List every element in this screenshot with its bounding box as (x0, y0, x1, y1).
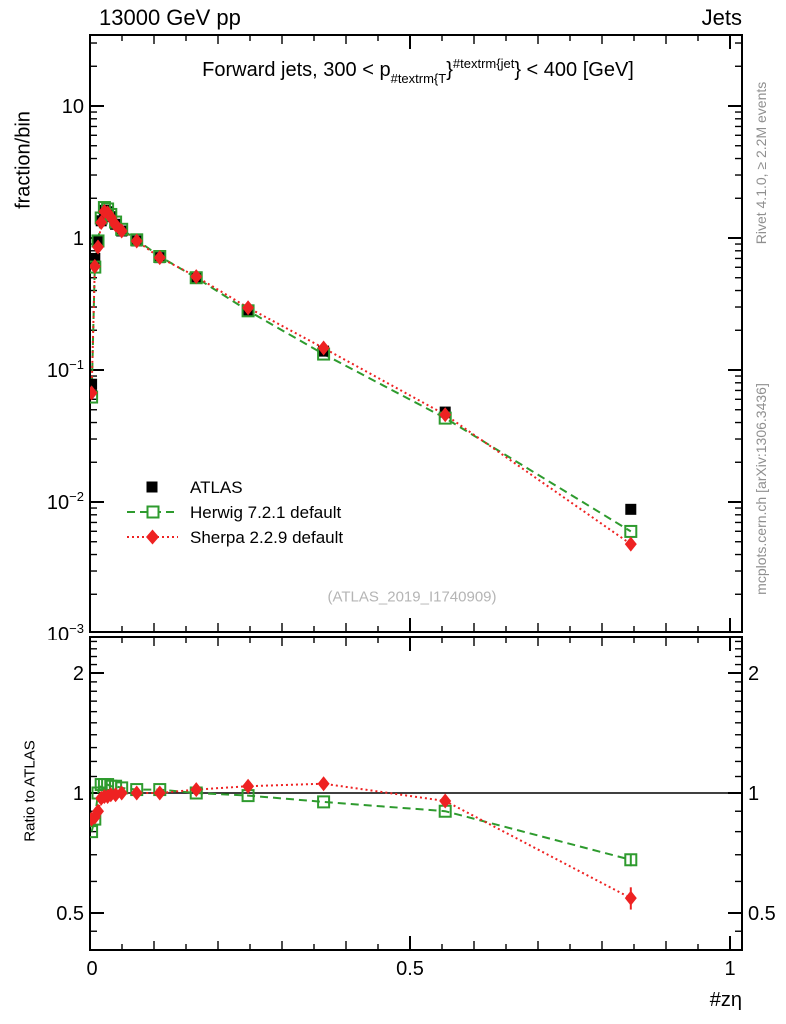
x-axis-label: #zη (710, 989, 742, 1011)
sherpa-marker (92, 239, 104, 255)
atlas-marker (625, 503, 637, 515)
plot-title: Forward jets, 300 < p#textrm{T}#textrm{j… (202, 56, 634, 86)
rivet-version-note: Rivet 4.1.0, ≥ 2.2M events (753, 81, 769, 245)
sherpa-line-main (90, 210, 632, 545)
ratio-y-axis-label: Ratio to ATLAS (21, 740, 39, 842)
sherpa-marker (90, 258, 101, 274)
title-superscript: #textrm{jet (452, 56, 515, 71)
axis-ticks (89, 35, 742, 950)
header-analysis-group: Jets (701, 5, 742, 30)
atlas-marker (90, 378, 98, 390)
sherpa-ratio-marker (242, 778, 255, 794)
legend: ATLAS Herwig 7.2.1 default Sherpa 2.2.9 … (127, 478, 343, 547)
legend-marker-atlas (146, 481, 158, 493)
sherpa-marker (242, 300, 255, 316)
sherpa-line-ratio (91, 782, 632, 899)
herwig-line-ratio (90, 783, 632, 861)
y-tick-label: 10−1 (47, 357, 84, 382)
ratio-tick-label-left: 2 (73, 663, 84, 685)
title-suffix: } < 400 [GeV] (514, 59, 634, 81)
ratio-series (90, 776, 742, 910)
sherpa-marker (95, 215, 108, 231)
sherpa-ratio-marker (624, 890, 637, 906)
sherpa-ratio-marker (153, 785, 166, 801)
sherpa-ratio-marker (439, 793, 452, 809)
sherpa-marker (190, 269, 203, 285)
sherpa-ratio-marker (92, 803, 104, 819)
header-beam-energy: 13000 GeV pp (99, 5, 241, 30)
x-tick-label: 1 (724, 958, 735, 980)
sherpa-marker (153, 250, 166, 266)
y-tick-label: 1 (73, 228, 84, 250)
herwig-ratio-marker (317, 795, 331, 809)
title-subscript: #textrm{T (390, 71, 447, 86)
atlas-marker (90, 252, 101, 264)
sherpa-marker (624, 536, 637, 552)
ratio-tick-label-left: 1 (73, 783, 84, 805)
y-tick-label: 10−3 (47, 621, 84, 646)
sherpa-marker (317, 340, 330, 356)
ratio-tick-label-right: 0.5 (748, 903, 776, 925)
analysis-id-watermark: (ATLAS_2019_I1740909) (327, 588, 497, 606)
sherpa-ratio-marker (130, 785, 143, 801)
legend-marker-sherpa (146, 529, 159, 545)
sherpa-ratio-marker (115, 785, 128, 801)
legend-label-sherpa: Sherpa 2.2.9 default (190, 528, 343, 547)
sherpa-marker (90, 385, 98, 401)
main-y-axis-label: fraction/bin (12, 111, 35, 209)
mcplots-arxiv-note: mcplots.cern.ch [arXiv:1306.3436] (753, 383, 769, 595)
ratio-tick-label-left: 0.5 (56, 903, 84, 925)
ratio-tick-labels: 2 2 1 1 0.5 0.5 (56, 663, 776, 925)
herwig-ratio-marker (624, 853, 638, 867)
ratio-tick-label-right: 2 (748, 663, 759, 685)
herwig-marker (624, 524, 638, 538)
main-series (90, 201, 638, 552)
x-tick-labels: 0 0.5 1 (86, 958, 735, 980)
title-brace: } (446, 59, 453, 81)
sherpa-marker (115, 223, 128, 239)
title-prefix: Forward jets, 300 < p (202, 59, 391, 81)
sherpa-ratio-marker (190, 782, 203, 798)
sherpa-ratio-marker (90, 809, 101, 825)
main-y-tick-labels: 10 1 10−1 10−2 10−3 (47, 96, 84, 646)
y-tick-label: 10 (62, 96, 84, 118)
legend-label-atlas: ATLAS (190, 478, 243, 497)
sherpa-ratio-marker (317, 776, 330, 792)
sherpa-marker (439, 407, 452, 423)
main-panel-frame (89, 34, 743, 633)
x-tick-label: 0.5 (396, 958, 424, 980)
sherpa-marker (130, 233, 143, 249)
x-tick-label: 0 (86, 958, 97, 980)
legend-marker-herwig (146, 505, 160, 519)
ratio-tick-label-right: 1 (748, 783, 759, 805)
y-tick-label: 10−2 (47, 489, 84, 514)
legend-label-herwig: Herwig 7.2.1 default (190, 503, 341, 522)
